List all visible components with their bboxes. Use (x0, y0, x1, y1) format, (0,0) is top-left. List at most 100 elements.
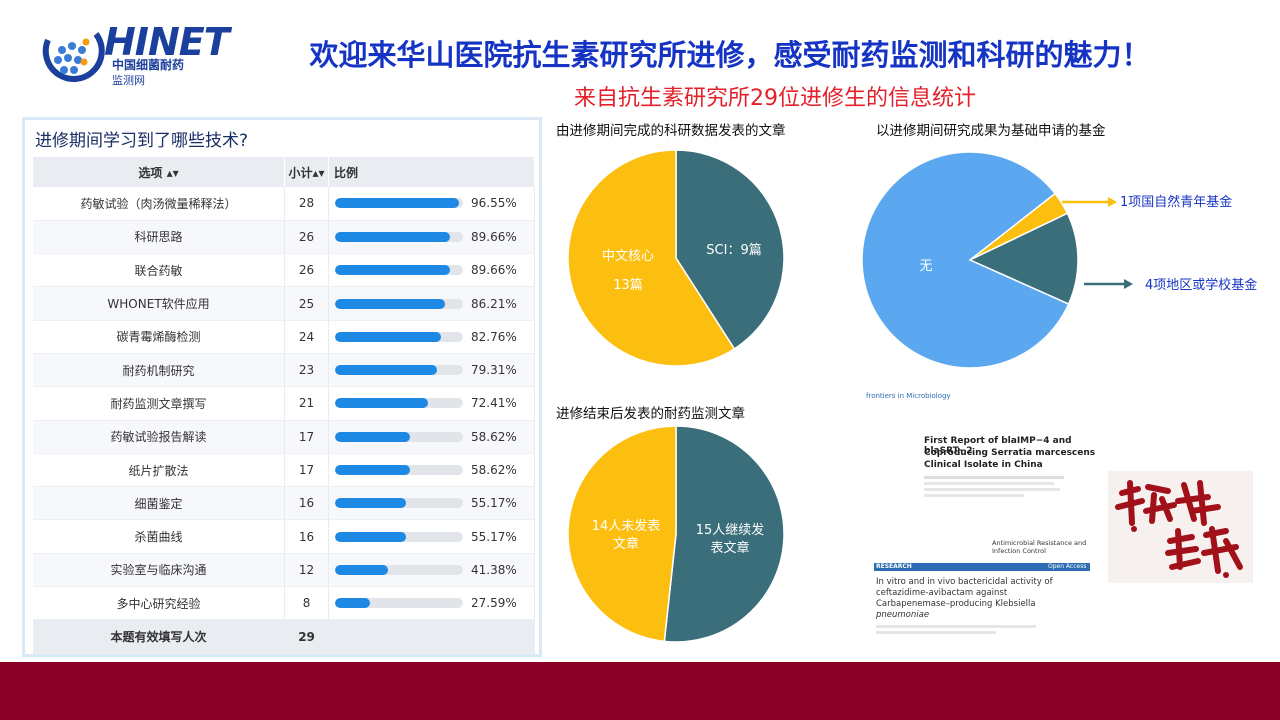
paper2-title-line2: ceftazidime-avibactam against (876, 588, 1008, 598)
ratio-percent: 58.62% (471, 429, 517, 444)
ratio-percent: 86.21% (471, 296, 517, 311)
option-label: WHONET软件应用 (33, 286, 286, 321)
paper-thumbnail-frontiers: frontiers in Microbiology First Report o… (862, 388, 1102, 528)
ratio-bar-fill (335, 265, 450, 276)
logo-subtitle: 中国细菌耐药 (112, 58, 185, 72)
table-row: 药敏试验（肉汤微量稀释法） 28 96.55% (33, 187, 535, 221)
pie-slice-continued (663, 425, 785, 643)
pie-slice-not-published (567, 425, 677, 643)
option-count: 26 (284, 253, 330, 288)
option-count: 17 (284, 453, 330, 488)
ratio-bar-fill (335, 465, 411, 476)
ratio-percent: 58.62% (471, 463, 517, 478)
option-label: 杀菌曲线 (33, 519, 286, 554)
ratio-bar-track (335, 398, 464, 409)
ratio-bar-fill (335, 498, 406, 509)
ratio-bar-fill (335, 231, 450, 242)
chart-title-funds: 以进修期间研究成果为基础申请的基金 (876, 123, 1106, 139)
ratio-percent: 79.31% (471, 363, 517, 378)
paper2-title-line4: pneumoniae (876, 610, 930, 620)
option-ratio: 27.59% (328, 586, 535, 621)
ratio-percent: 89.66% (471, 229, 517, 244)
logo-subtitle-2: 监测网 (112, 74, 145, 87)
ratio-bar-track (335, 564, 464, 575)
ratio-percent: 41.38% (471, 562, 517, 577)
callout-local-fund: 4项地区或学校基金 (1145, 277, 1257, 293)
option-ratio: 55.17% (328, 486, 535, 521)
chart-title-later-articles: 进修结束后发表的耐药监测文章 (556, 406, 745, 422)
pie-slice-local-fund (968, 212, 1079, 306)
paper2-title-line3: Carbapenemase–producing Klebsiella (876, 599, 1036, 609)
paper-thumbnail-aric: Antimicrobial Resistance and Infection C… (862, 533, 1102, 643)
survey-question: 进修期间学习到了哪些技术? (35, 131, 249, 151)
pie-label-not-published-2: 文章 (613, 536, 639, 552)
pie-chart-publications: SCI：9篇 中文核心 13篇 (567, 149, 785, 367)
paper1-journal: frontiers in Microbiology (866, 392, 951, 400)
ratio-bar-fill (335, 564, 388, 575)
option-count: 26 (284, 220, 330, 255)
total-label: 本题有效填写人次 (33, 619, 286, 654)
option-count: 16 (284, 519, 330, 554)
ratio-percent: 82.76% (471, 329, 517, 344)
hinet-logo: HINET 中国细菌耐药 监测网 (38, 20, 230, 90)
table-row: 多中心研究经验 8 27.59% (33, 586, 535, 621)
paper2-journal: Antimicrobial Resistance and Infection C… (992, 539, 1087, 555)
column-header-count[interactable]: 小计▴▾ (284, 157, 330, 187)
option-count: 25 (284, 286, 330, 321)
table-row: 杀菌曲线 16 55.17% (33, 519, 535, 554)
calligraphy-image (1108, 471, 1253, 583)
option-count: 23 (284, 353, 330, 388)
option-ratio: 79.31% (328, 353, 535, 388)
ratio-percent: 27.59% (471, 596, 517, 611)
option-label: 细菌鉴定 (33, 486, 286, 521)
survey-table: 选项 ▴▾ 小计▴▾ 比例 药敏试验（肉汤微量稀释法） 28 96.55% 科研思路 2… (33, 157, 535, 654)
ratio-bar-track (335, 365, 464, 376)
option-ratio: 89.66% (328, 220, 535, 255)
ratio-percent: 89.66% (471, 263, 517, 278)
ratio-bar-track (335, 298, 464, 309)
ratio-bar-track (335, 331, 464, 342)
chart-title-publications: 由进修期间完成的科研数据发表的文章 (556, 123, 786, 139)
option-ratio: 82.76% (328, 320, 535, 354)
ratio-bar-track (335, 465, 464, 476)
column-header-option[interactable]: 选项 ▴▾ (33, 157, 286, 187)
total-empty (328, 619, 535, 654)
ratio-bar-fill (335, 531, 406, 542)
arrow-local-fund-head (1124, 279, 1133, 289)
option-ratio: 55.17% (328, 519, 535, 554)
ratio-percent: 72.41% (471, 396, 517, 411)
table-total-row: 本题有效填写人次 29 (33, 619, 535, 654)
option-count: 8 (284, 586, 330, 621)
ratio-bar-track (335, 231, 464, 242)
option-label: 多中心研究经验 (33, 586, 286, 621)
table-row: WHONET软件应用 25 86.21% (33, 286, 535, 321)
logo-text: HINET (104, 20, 230, 64)
option-ratio: 58.62% (328, 453, 535, 488)
ratio-bar-track (335, 531, 464, 542)
option-label: 联合药敏 (33, 253, 286, 288)
table-row: 科研思路 26 89.66% (33, 220, 535, 255)
column-header-ratio: 比例 (328, 157, 535, 187)
table-row: 纸片扩散法 17 58.62% (33, 453, 535, 488)
option-ratio: 96.55% (328, 187, 535, 221)
pie-label-sci: SCI：9篇 (706, 243, 761, 258)
ratio-percent: 55.17% (471, 529, 517, 544)
table-row: 细菌鉴定 16 55.17% (33, 486, 535, 521)
pie-label-chinese-core-2: 13篇 (613, 278, 643, 293)
ratio-bar-fill (335, 398, 428, 409)
option-label: 药敏试验报告解读 (33, 420, 286, 454)
option-label: 耐药机制研究 (33, 353, 286, 388)
pie-label-continued-2: 表文章 (710, 540, 749, 556)
ratio-bar-fill (335, 431, 411, 442)
ratio-bar-track (335, 498, 464, 509)
callout-nsfc: 1项国自然青年基金 (1120, 194, 1232, 210)
option-ratio: 58.62% (328, 420, 535, 454)
option-label: 科研思路 (33, 220, 286, 255)
ratio-bar-fill (335, 365, 437, 376)
page-title: 欢迎来华山医院抗生素研究所进修，感受耐药监测和科研的魅力！ (309, 38, 1151, 72)
pie-label-chinese-core-1: 中文核心 (602, 249, 654, 264)
total-value: 29 (284, 619, 330, 654)
pie-label-none: 无 (919, 259, 932, 274)
ratio-bar-track (335, 431, 464, 442)
